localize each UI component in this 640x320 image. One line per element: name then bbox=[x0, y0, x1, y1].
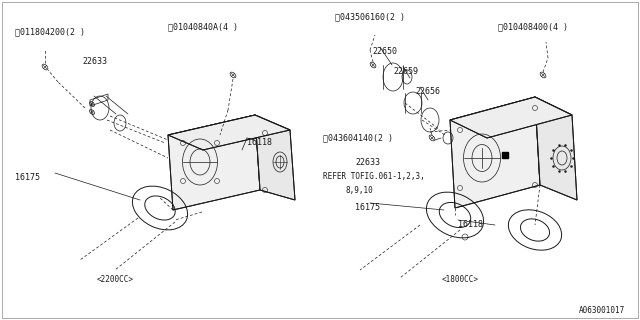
Polygon shape bbox=[168, 115, 260, 210]
Polygon shape bbox=[450, 97, 540, 208]
Text: 22650: 22650 bbox=[372, 47, 397, 56]
Text: Ⓢ043506160(2 ): Ⓢ043506160(2 ) bbox=[335, 12, 405, 21]
Text: 16118: 16118 bbox=[247, 138, 272, 147]
Text: Ⓢ043604140(2 ): Ⓢ043604140(2 ) bbox=[323, 133, 393, 142]
Text: Ⓢ011804200(2 ): Ⓢ011804200(2 ) bbox=[15, 27, 85, 36]
Text: 22659: 22659 bbox=[393, 67, 418, 76]
Text: A063001017: A063001017 bbox=[579, 306, 625, 315]
Polygon shape bbox=[535, 97, 577, 200]
Text: 8,9,10: 8,9,10 bbox=[345, 186, 372, 195]
Text: 16175: 16175 bbox=[15, 173, 40, 182]
Text: REFER TOFIG.061-1,2,3,: REFER TOFIG.061-1,2,3, bbox=[323, 172, 425, 181]
Text: 22633: 22633 bbox=[82, 57, 107, 66]
Text: 22633: 22633 bbox=[355, 158, 380, 167]
Polygon shape bbox=[450, 97, 572, 138]
Text: <2200CC>: <2200CC> bbox=[97, 275, 134, 284]
Text: <1800CC>: <1800CC> bbox=[442, 275, 479, 284]
Text: ⒲01040840A(4 ): ⒲01040840A(4 ) bbox=[168, 22, 238, 31]
Text: 16175: 16175 bbox=[355, 203, 380, 212]
Text: ⒲010408400(4 ): ⒲010408400(4 ) bbox=[498, 22, 568, 31]
Text: 16118: 16118 bbox=[458, 220, 483, 229]
Text: 22656: 22656 bbox=[415, 87, 440, 96]
Polygon shape bbox=[255, 115, 295, 200]
Polygon shape bbox=[168, 115, 290, 150]
